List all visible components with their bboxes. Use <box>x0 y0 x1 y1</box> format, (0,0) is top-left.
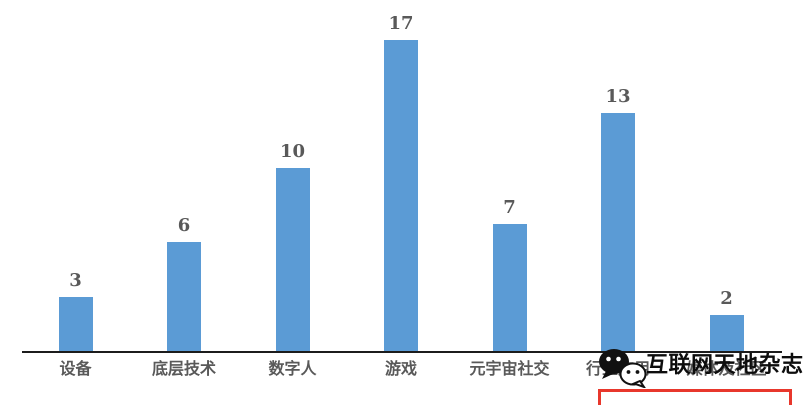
bar-value-label: 7 <box>503 197 516 218</box>
bar-value-label: 13 <box>605 86 631 107</box>
bar-category-label: 设备 <box>59 359 92 378</box>
bar-category-label: 底层技术 <box>151 359 216 378</box>
bar <box>384 40 418 352</box>
bar-category-label: 数字人 <box>268 359 317 378</box>
bar <box>601 113 635 352</box>
x-axis-line <box>22 351 782 353</box>
bar <box>58 297 93 352</box>
bar-category-label: 媒体及社区 <box>686 359 767 378</box>
bar <box>167 242 201 352</box>
bar-value-label: 10 <box>279 141 306 162</box>
bar <box>275 168 310 352</box>
bar-value-label: 6 <box>177 215 191 236</box>
bar <box>492 224 527 352</box>
bar <box>709 315 744 352</box>
watermark-text: 互联网天地杂志 <box>646 353 803 378</box>
bar-value-label: 3 <box>69 270 82 291</box>
bar-category-label: 游戏 <box>384 359 417 378</box>
bar-value-label: 17 <box>388 13 414 34</box>
red-annotation-box <box>598 389 792 405</box>
bar-value-label: 2 <box>720 288 733 309</box>
wechat-icon <box>599 349 647 388</box>
watermark: 互联网天地杂志 <box>597 342 803 388</box>
bar-category-label: 元宇宙社交 <box>469 359 550 378</box>
